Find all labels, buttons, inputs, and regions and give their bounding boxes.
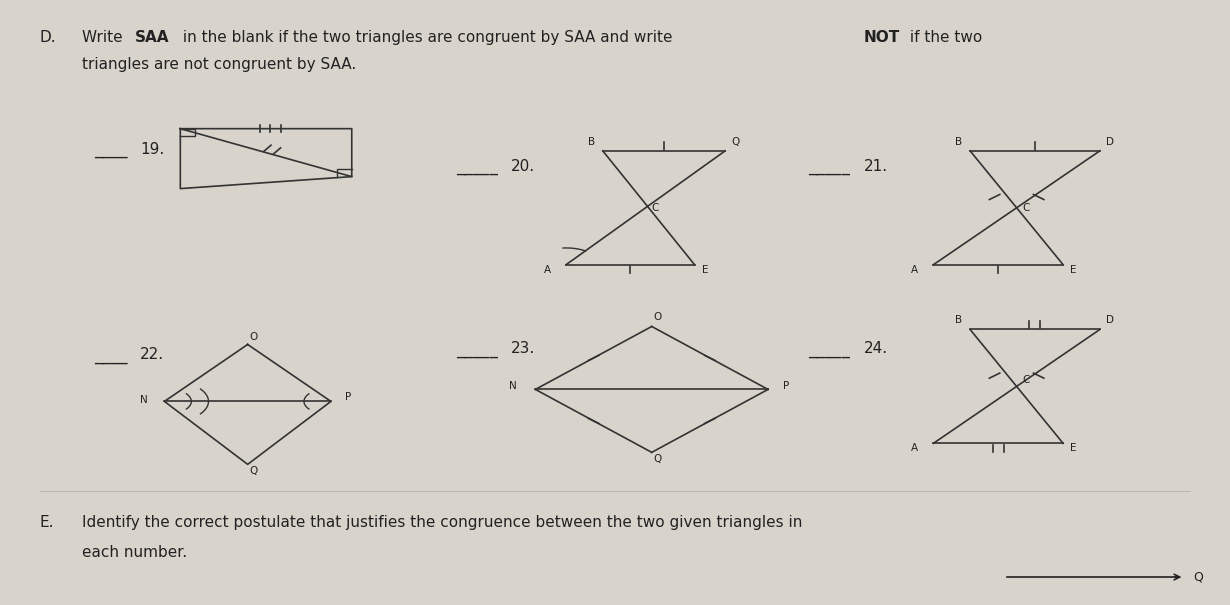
Text: 24.: 24. [863,341,888,356]
Text: N: N [509,381,518,391]
Text: D.: D. [39,30,57,45]
Text: 23.: 23. [510,341,535,356]
Text: NOT: NOT [863,30,900,45]
Text: Q: Q [653,454,662,464]
Text: Q: Q [732,137,739,147]
Text: ____: ____ [95,345,128,364]
Text: O: O [250,332,258,342]
Text: 20.: 20. [510,159,535,174]
Text: B: B [956,137,963,147]
Text: D: D [1106,315,1114,325]
Text: Q: Q [250,466,258,476]
Text: 22.: 22. [140,347,164,362]
Text: B: B [956,315,963,325]
Text: ____: ____ [95,140,128,158]
Text: _____: _____ [456,157,498,175]
Text: E: E [1070,264,1077,275]
Text: C: C [1022,203,1030,213]
Text: D: D [1106,137,1114,147]
Text: in the blank if the two triangles are congruent by SAA and write: in the blank if the two triangles are co… [178,30,678,45]
Text: P: P [344,392,352,402]
Text: B: B [588,137,595,147]
Text: E: E [702,264,708,275]
Text: triangles are not congruent by SAA.: triangles are not congruent by SAA. [82,57,357,72]
Text: C: C [1022,376,1030,385]
Text: _____: _____ [808,340,850,358]
Text: N: N [140,395,148,405]
Text: _____: _____ [456,340,498,358]
Text: O: O [653,313,662,322]
Text: A: A [911,264,919,275]
Text: Q: Q [1193,571,1203,584]
Text: if the two: if the two [905,30,983,45]
Text: P: P [784,381,790,391]
Text: 21.: 21. [863,159,888,174]
Text: _____: _____ [808,157,850,175]
Text: Identify the correct postulate that justifies the congruence between the two giv: Identify the correct postulate that just… [82,515,803,531]
Text: Write: Write [82,30,128,45]
Text: E: E [1070,443,1077,453]
Text: C: C [652,203,659,213]
Text: SAA: SAA [135,30,170,45]
Text: A: A [911,443,919,453]
Text: E.: E. [39,515,54,531]
Text: 19.: 19. [140,142,164,157]
Text: A: A [544,264,551,275]
Text: each number.: each number. [82,545,187,560]
